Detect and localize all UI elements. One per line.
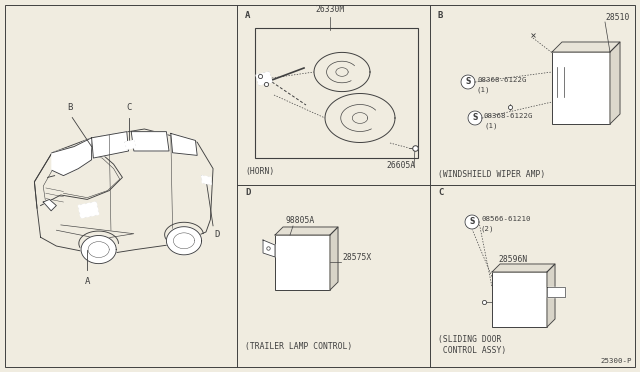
Polygon shape xyxy=(275,227,338,235)
Polygon shape xyxy=(171,134,197,155)
Text: 26330M: 26330M xyxy=(316,5,344,14)
Polygon shape xyxy=(79,202,99,218)
Text: 25300-P: 25300-P xyxy=(600,358,632,364)
Text: S: S xyxy=(465,77,470,87)
Polygon shape xyxy=(547,264,555,327)
Bar xyxy=(255,28,418,158)
Polygon shape xyxy=(81,235,116,264)
Text: (1): (1) xyxy=(477,87,490,93)
Polygon shape xyxy=(256,72,272,85)
Polygon shape xyxy=(166,227,202,255)
Text: C: C xyxy=(127,103,132,112)
Polygon shape xyxy=(44,199,56,211)
Polygon shape xyxy=(92,132,129,158)
Polygon shape xyxy=(465,215,479,229)
Text: 28575X: 28575X xyxy=(342,253,371,262)
Text: 08566-61210: 08566-61210 xyxy=(481,216,531,222)
Polygon shape xyxy=(610,42,620,124)
Text: (1): (1) xyxy=(484,123,497,129)
Polygon shape xyxy=(52,138,92,176)
Text: (2): (2) xyxy=(481,226,495,232)
Text: D: D xyxy=(215,230,220,239)
Polygon shape xyxy=(468,111,482,125)
Text: (WINDSHIELD WIPER AMP): (WINDSHIELD WIPER AMP) xyxy=(438,170,545,179)
Text: C: C xyxy=(438,188,444,197)
Polygon shape xyxy=(131,132,169,151)
Text: 28596N: 28596N xyxy=(498,255,527,264)
Polygon shape xyxy=(330,227,338,290)
Bar xyxy=(275,235,330,290)
Text: (SLIDING DOOR: (SLIDING DOOR xyxy=(438,335,501,344)
Text: A: A xyxy=(245,11,250,20)
Text: B: B xyxy=(67,103,72,112)
Text: A: A xyxy=(84,277,90,286)
Text: B: B xyxy=(438,11,444,20)
Polygon shape xyxy=(125,141,136,149)
Bar xyxy=(492,272,547,327)
Text: 08368-6122G: 08368-6122G xyxy=(484,113,534,119)
Text: D: D xyxy=(245,188,250,197)
Text: 26605A: 26605A xyxy=(387,161,416,170)
Text: (TRAILER LAMP CONTROL): (TRAILER LAMP CONTROL) xyxy=(245,342,352,351)
Polygon shape xyxy=(547,287,565,297)
Text: (HORN): (HORN) xyxy=(245,167,275,176)
Text: CONTROL ASSY): CONTROL ASSY) xyxy=(438,346,506,355)
Polygon shape xyxy=(552,42,620,52)
Text: S: S xyxy=(469,218,475,227)
Text: 08368-6122G: 08368-6122G xyxy=(477,77,527,83)
Polygon shape xyxy=(492,264,555,272)
Polygon shape xyxy=(202,176,211,185)
Polygon shape xyxy=(263,240,275,257)
Polygon shape xyxy=(461,75,475,89)
Bar xyxy=(552,52,610,124)
Text: 98805A: 98805A xyxy=(285,216,314,225)
Text: S: S xyxy=(472,113,477,122)
Text: 28510: 28510 xyxy=(605,13,630,22)
